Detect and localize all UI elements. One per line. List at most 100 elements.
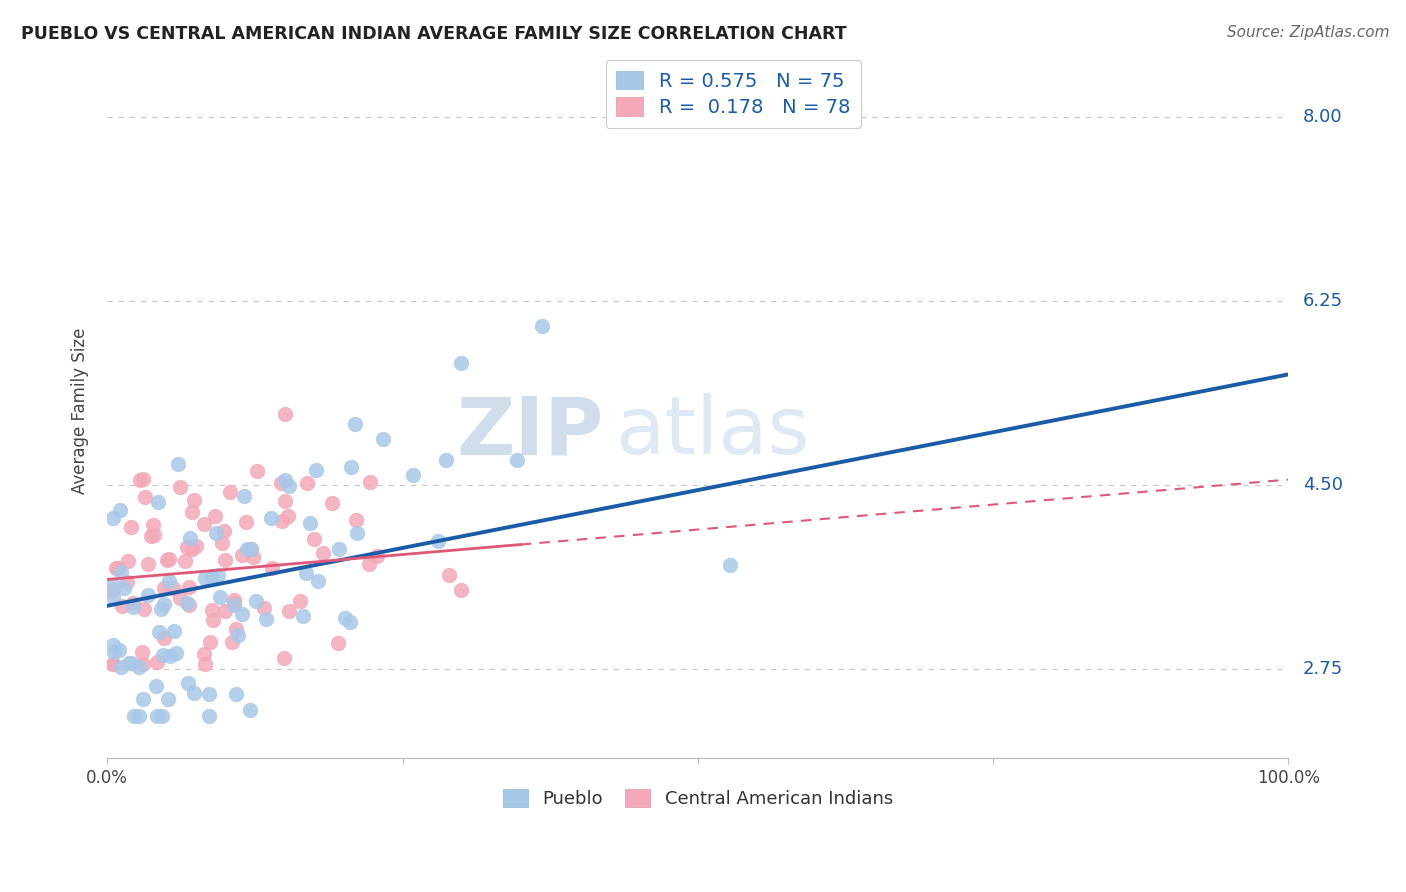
- Point: [274, 407, 297, 421]
- Point: [162, 624, 184, 638]
- Point: [242, 550, 264, 565]
- Point: [157, 551, 180, 566]
- Text: 4.50: 4.50: [1302, 475, 1343, 494]
- Point: [312, 546, 335, 560]
- Point: [302, 533, 325, 547]
- Text: atlas: atlas: [616, 393, 810, 471]
- Point: [328, 542, 350, 557]
- Point: [141, 529, 163, 543]
- Point: [110, 503, 132, 517]
- Point: [183, 686, 205, 700]
- Point: [260, 511, 283, 525]
- Point: [305, 463, 328, 477]
- Point: [146, 709, 169, 723]
- Point: [204, 525, 226, 540]
- Point: [505, 453, 527, 467]
- Point: [236, 542, 259, 557]
- Point: [222, 598, 245, 612]
- Point: [134, 490, 156, 504]
- Point: [239, 542, 262, 557]
- Point: [718, 558, 741, 572]
- Point: [153, 597, 176, 611]
- Point: [340, 460, 363, 475]
- Point: [131, 472, 153, 486]
- Point: [219, 484, 242, 499]
- Point: [246, 464, 269, 478]
- Point: [173, 554, 195, 568]
- Point: [359, 557, 381, 571]
- Point: [274, 494, 297, 508]
- Point: [156, 552, 179, 566]
- Point: [104, 561, 127, 575]
- Point: [198, 709, 221, 723]
- Point: [177, 580, 200, 594]
- Point: [321, 496, 343, 510]
- Point: [221, 635, 243, 649]
- Point: [270, 514, 292, 528]
- Point: [169, 591, 191, 605]
- Point: [169, 480, 191, 494]
- Point: [253, 601, 276, 615]
- Point: [132, 657, 155, 671]
- Point: [201, 569, 224, 583]
- Point: [181, 505, 204, 519]
- Point: [128, 709, 150, 723]
- Point: [146, 495, 169, 509]
- Point: [226, 628, 249, 642]
- Point: [198, 688, 221, 702]
- Point: [298, 516, 321, 530]
- Point: [128, 473, 150, 487]
- Point: [162, 581, 184, 595]
- Text: PUEBLO VS CENTRAL AMERICAN INDIAN AVERAGE FAMILY SIZE CORRELATION CHART: PUEBLO VS CENTRAL AMERICAN INDIAN AVERAG…: [21, 25, 846, 43]
- Point: [117, 575, 139, 590]
- Point: [134, 602, 156, 616]
- Point: [152, 631, 174, 645]
- Point: [214, 553, 236, 567]
- Point: [103, 657, 125, 671]
- Point: [110, 660, 132, 674]
- Point: [148, 624, 170, 639]
- Point: [307, 574, 329, 589]
- Point: [150, 709, 173, 723]
- Point: [157, 574, 180, 589]
- Point: [183, 492, 205, 507]
- Point: [176, 541, 198, 555]
- Text: 8.00: 8.00: [1302, 108, 1343, 126]
- Text: Source: ZipAtlas.com: Source: ZipAtlas.com: [1226, 25, 1389, 40]
- Point: [103, 510, 125, 524]
- Point: [107, 560, 129, 574]
- Point: [177, 676, 200, 690]
- Point: [208, 590, 231, 604]
- Text: 2.75: 2.75: [1302, 660, 1343, 678]
- Point: [103, 645, 125, 659]
- Point: [132, 692, 155, 706]
- Point: [450, 356, 472, 370]
- Legend: Pueblo, Central American Indians: Pueblo, Central American Indians: [496, 782, 900, 815]
- Point: [212, 524, 235, 539]
- Point: [152, 648, 174, 662]
- Point: [207, 568, 229, 582]
- Point: [333, 611, 356, 625]
- Point: [344, 417, 367, 431]
- Point: [184, 539, 207, 553]
- Point: [131, 645, 153, 659]
- Point: [179, 531, 201, 545]
- Point: [245, 594, 267, 608]
- Point: [120, 520, 142, 534]
- Point: [152, 581, 174, 595]
- Point: [136, 588, 159, 602]
- Point: [239, 542, 262, 557]
- Point: [149, 601, 172, 615]
- Point: [120, 656, 142, 670]
- Point: [278, 604, 301, 618]
- Point: [145, 679, 167, 693]
- Point: [225, 687, 247, 701]
- Point: [103, 638, 125, 652]
- Point: [231, 548, 253, 562]
- Point: [426, 534, 449, 549]
- Point: [277, 509, 299, 524]
- Point: [193, 648, 215, 662]
- Point: [103, 657, 125, 671]
- Point: [214, 604, 236, 618]
- Point: [122, 709, 145, 723]
